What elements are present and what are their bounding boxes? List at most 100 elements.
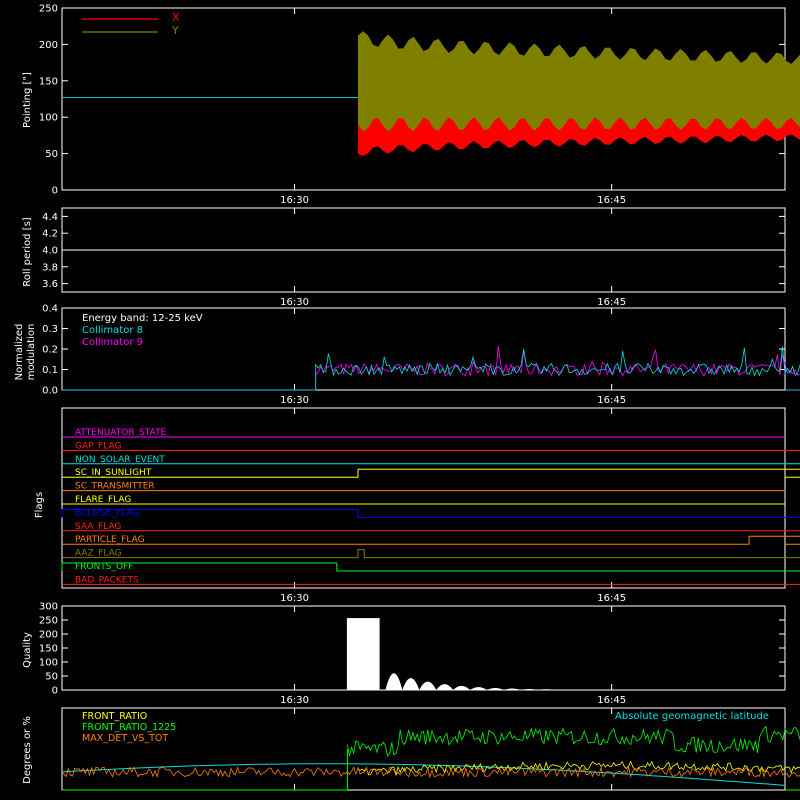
ratios-legend-2: MAX_DET_VS_TOT (82, 733, 168, 744)
y-tick-label: 0 (52, 686, 58, 697)
modulation-series (62, 345, 800, 391)
quality-decay (520, 688, 538, 690)
y-tick-label: 250 (39, 4, 58, 15)
y-tick-label: 0 (52, 186, 58, 197)
x-tick-label: 16:45 (597, 297, 626, 308)
y-tick-label: 0.1 (42, 365, 58, 376)
flag-line-particle_flag (62, 535, 800, 545)
front-ratio-1225-line (347, 725, 800, 757)
max-det-vs-tot-line (61, 766, 800, 779)
panel-frame-ratios (61, 707, 786, 791)
modulation-legend-1: Collimator 9 (82, 337, 143, 348)
flag-line-non_solar_event (62, 463, 800, 465)
ratios-ylabel: Degrees or % (22, 716, 33, 784)
front-ratio-1225-step (785, 789, 800, 791)
y-tick-label: 0.3 (42, 324, 58, 335)
geomag-latitude-annotation: Absolute geomagnetic latitude (615, 711, 769, 722)
flag-label-non_solar_event: NON_SOLAR_EVENT (75, 455, 165, 465)
flag-line-sc_in_sunlight (62, 468, 800, 478)
flags-ylabel: Flags (34, 492, 45, 518)
flag-line-gap_flag (62, 449, 800, 451)
modulation-ylabel: Normalizedmodulation (14, 324, 37, 381)
quality-ylabel: Quality (22, 632, 33, 668)
quality-decay (436, 684, 454, 690)
y-tick-label: 3.8 (42, 262, 58, 273)
y-tick-label: 100 (39, 658, 58, 669)
y-tick-label: 200 (39, 40, 58, 51)
x-tick-label: 16:30 (280, 195, 309, 206)
x-tick-label: 16:45 (597, 395, 626, 406)
flag-label-sc_in_sunlight: SC_IN_SUNLIGHT (75, 468, 152, 478)
modulation-legend-0: Collimator 8 (82, 325, 143, 336)
y-tick-label: 4.0 (42, 246, 58, 257)
energy-band-annotation: Energy band: 12-25 keV (82, 313, 203, 324)
flag-line-aaz_flag (62, 549, 800, 559)
legend-label-X: X (172, 11, 180, 24)
quality-decay (503, 688, 521, 690)
y-tick-label: 150 (39, 76, 58, 87)
front-ratio-line (357, 760, 800, 776)
flag-label-sc_transmitter: SC_TRANSMITTER (75, 482, 155, 492)
quality-decay (537, 689, 555, 690)
flag-label-fronts_off: FRONTS_OFF (75, 562, 133, 572)
flag-label-eclipse_flag: ECLIPSE_FLAG (75, 508, 139, 518)
front-ratio-1225-step (62, 749, 348, 791)
roll-period-panel: 3.6 3.8 4.0 4.2 4.4 (42, 212, 785, 290)
quality-decay (419, 681, 437, 690)
x-tick-label: 16:30 (280, 297, 309, 308)
flag-line-fronts_off (61, 562, 800, 572)
pointing-series-Y (357, 31, 800, 132)
geomag-latitude-line (61, 763, 786, 786)
flag-line-eclipse_flag (61, 508, 800, 518)
flag-label-flare_flag: FLARE_FLAG (75, 495, 131, 505)
flag-label-gap_flag: GAP_FLAG (75, 441, 121, 451)
quality-decay (554, 689, 572, 690)
flag-line-saa_flag (62, 530, 800, 532)
x-tick-label: 16:45 (597, 195, 626, 206)
ratios-panel: FRONT_RATIOFRONT_RATIO_1225MAX_DET_VS_TO… (61, 711, 800, 791)
flag-line-bad_packets (62, 583, 800, 585)
y-tick-label: 4.4 (42, 212, 58, 223)
y-tick-label: 300 (39, 602, 58, 613)
pointing-ylabel: Pointing ["] (22, 72, 33, 128)
quality-bar (347, 618, 380, 690)
modulation-series (62, 346, 800, 391)
x-tick-label: 16:30 (280, 395, 309, 406)
y-tick-label: 200 (39, 630, 58, 641)
y-tick-label: 50 (45, 149, 58, 160)
quality-panel: 0 50 100 150 200 250 300 (39, 602, 785, 697)
x-tick-label: 16:30 (280, 695, 309, 706)
y-tick-label: 50 (45, 672, 58, 683)
panel-frame-flags (61, 407, 786, 589)
ratios-legend-0: FRONT_RATIO (82, 711, 147, 722)
flag-label-saa_flag: SAA_FLAG (75, 522, 121, 532)
flags-panel: ATTENUATOR_STATE GAP_FLAG NON_SOLAR_EVENT S… (61, 428, 800, 585)
x-tick-label: 16:45 (597, 593, 626, 604)
quality-decay (486, 687, 504, 690)
x-tick-label: 16:45 (597, 695, 626, 706)
panel-frame-quality (61, 605, 786, 691)
legend-label-Y: Y (171, 24, 179, 37)
y-tick-label: 100 (39, 113, 58, 124)
y-tick-label: 250 (39, 616, 58, 627)
ratios-legend-1: FRONT_RATIO_1225 (82, 722, 176, 733)
y-tick-label: 0.4 (42, 304, 58, 315)
y-tick-label: 0.0 (42, 386, 58, 397)
x-tick-label: 16:30 (280, 593, 309, 604)
pointing-panel: 0 50 100 150 200 250 XY (39, 4, 800, 197)
quality-decay (470, 687, 487, 690)
y-tick-label: 4.2 (42, 229, 58, 240)
quality-decay (402, 678, 420, 690)
quality-decay (453, 685, 471, 690)
quality-decay (385, 673, 403, 690)
flag-label-aaz_flag: AAZ_FLAG (75, 549, 122, 559)
flag-label-attenuator_state: ATTENUATOR_STATE (75, 428, 167, 438)
y-tick-label: 150 (39, 644, 58, 655)
y-tick-label: 3.6 (42, 279, 58, 290)
roll-ylabel: Roll period [s] (22, 217, 33, 286)
flag-label-bad_packets: BAD_PACKETS (75, 575, 139, 585)
y-tick-label: 0.2 (42, 345, 58, 356)
flag-label-particle_flag: PARTICLE_FLAG (75, 535, 145, 545)
